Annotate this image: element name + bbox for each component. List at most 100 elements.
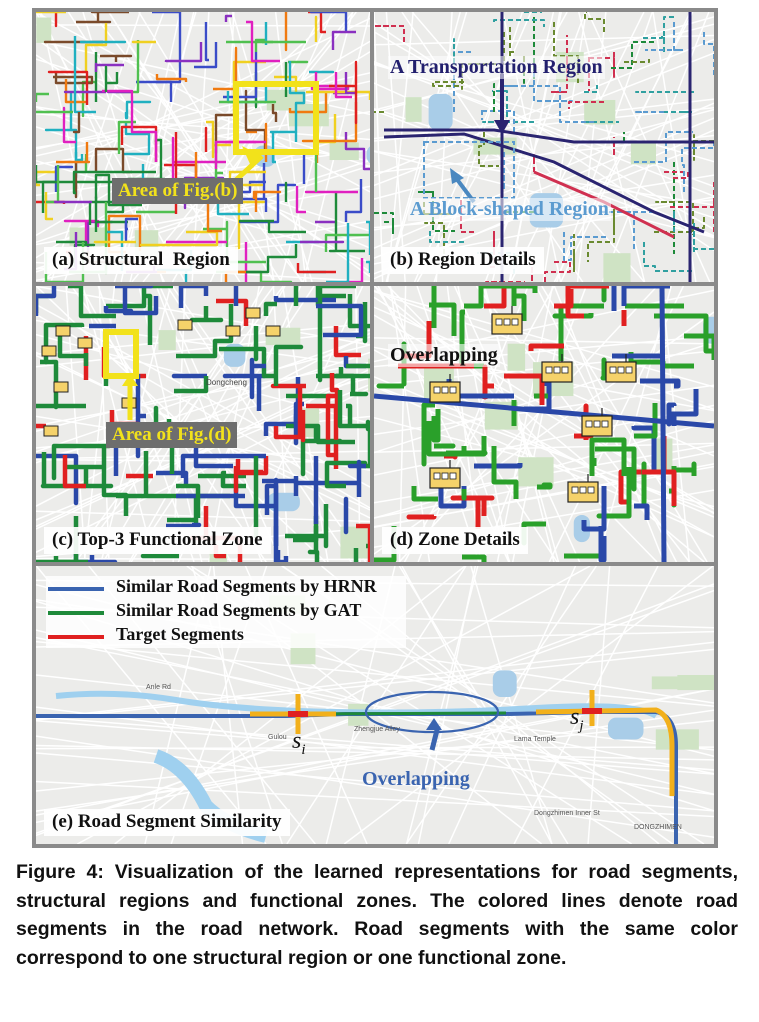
road-segment [295,186,306,214]
road-segment [94,173,142,207]
road-segment [464,286,538,309]
road-segment [642,469,677,506]
map-street [36,744,714,761]
road-segment [189,306,224,323]
map-park [651,676,684,690]
legend-label-target: Target Segments [116,624,244,644]
map-park [677,675,714,691]
road-segment [366,220,370,255]
road-segment [101,448,129,516]
road-segment [584,12,605,32]
road-segment [640,378,681,389]
road-segment [249,357,266,400]
road-segment [146,293,153,345]
road-segment [246,20,280,63]
road-segment [117,120,136,154]
panel-d-zone-details: Overlapping (d) Zone Details [374,286,714,562]
map-street [171,12,325,282]
road-segment [194,42,218,69]
road-segment [307,526,320,562]
map-street [36,557,370,561]
road-segment [429,231,464,243]
overlap-label: Overlapping [362,768,470,790]
road-segment [589,437,627,476]
map-park [158,330,176,350]
road-segment [643,242,692,272]
road-segment [252,190,282,212]
map-street [36,716,714,771]
road-segment [44,92,78,162]
map-street [36,336,370,453]
map-text-lama: Lama Temple [514,736,556,743]
road-segment [122,122,151,156]
legend-item-hrnr: Similar Road Segments by HRNR [46,576,406,600]
road-segment [306,373,340,409]
road-segment [271,104,278,122]
road-segment [493,83,498,112]
legend-swatch-gat [48,611,104,615]
block-arrowhead [450,168,464,184]
road-segment [450,495,495,529]
map-park [405,97,422,122]
road-segment [84,23,108,72]
road-segment [273,296,336,303]
road-segment [558,303,604,361]
road-segment [124,222,128,231]
road-segment [481,108,515,132]
road-segment [47,70,89,105]
map-street [401,566,553,844]
road-segment [225,163,268,212]
road-segment [72,112,81,134]
road-segment [666,402,677,427]
road-segment [214,140,256,169]
road-segment [76,12,129,24]
callout-label: Area of Fig.(b) [112,178,244,204]
road-segment [329,60,358,125]
overlap-label: Overlapping [388,344,500,367]
road-segment [46,165,60,204]
road-segment [136,80,173,102]
road-segment [288,92,328,114]
legend-label-hrnr: Similar Road Segments by HRNR [116,576,377,596]
map-street [114,566,466,844]
road-segment [100,54,133,62]
road-segment [537,482,553,490]
road-segment [509,27,514,57]
road-segment [634,403,658,439]
road-segment [235,200,266,250]
map-text-dongzhimen: DONGZHIMEN [634,824,682,831]
figure-4: Area of Fig.(b) (a) Structural Region A … [32,8,718,848]
road-segment [228,170,266,187]
map-street [36,286,370,346]
road-segment [213,46,238,91]
road-segment [254,38,267,52]
map-structural-region [36,12,370,282]
legend-swatch-hrnr [48,587,104,591]
map-street [131,12,354,282]
road-segment [324,460,368,489]
building-icon [491,306,523,335]
panel-label: (c) Top-3 Functional Zone [44,527,271,554]
map-street [374,34,714,46]
road-segment [356,419,370,469]
road-segment [53,556,88,562]
map-text-zhengjue: Zhengjue Alley [354,726,400,733]
map-street [36,641,714,720]
road-segment [73,36,96,114]
road-segment [36,423,46,429]
panel-b-region-details: A Transportation Region A Block-shaped R… [374,12,714,282]
road-segment [462,554,487,562]
map-street [374,12,384,282]
road-segment [421,402,435,446]
map-text-dongzhimen-st: Dongzhimen Inner St [534,810,600,817]
map-street [286,566,467,844]
road-segment [246,244,298,274]
road-segment [584,85,598,93]
road-segment [635,111,664,113]
map-street [405,566,597,844]
building-icon [429,460,461,489]
road-segment [40,452,114,489]
road-segment [554,289,574,309]
map-water [492,670,517,697]
road-segment [36,92,49,102]
